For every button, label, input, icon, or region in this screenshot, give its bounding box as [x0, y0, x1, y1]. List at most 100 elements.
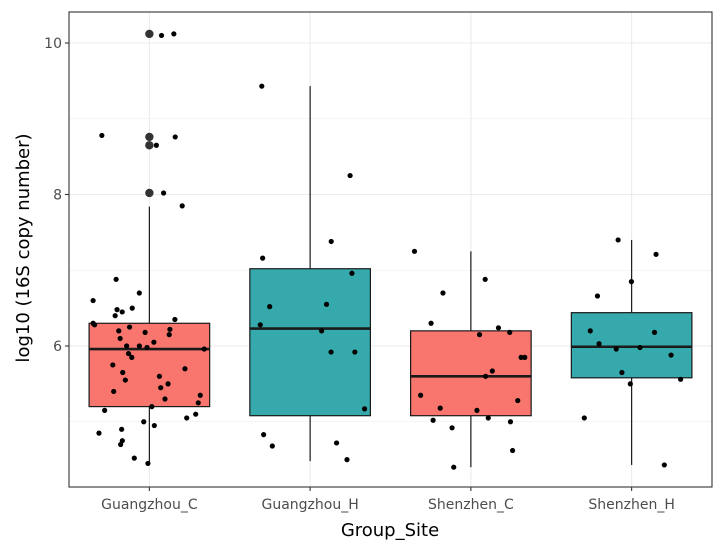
x-tick-label: Guangzhou_C	[101, 497, 198, 513]
data-point	[102, 407, 108, 413]
data-point	[328, 238, 334, 245]
x-axis-ticks: Guangzhou_C Guangzhou_H Shenzhen_C Shenzhen…	[101, 487, 675, 513]
data-point	[124, 343, 130, 349]
data-point	[259, 83, 265, 89]
data-point	[587, 328, 593, 334]
data-point	[509, 447, 516, 454]
y-tick-label: 10	[44, 36, 62, 52]
box-Guangzhou_H	[249, 268, 372, 417]
data-point	[489, 368, 495, 374]
data-point	[678, 376, 684, 382]
data-point	[117, 335, 123, 342]
data-point	[179, 203, 185, 209]
data-point	[507, 419, 514, 425]
data-point	[193, 411, 199, 417]
x-axis-title: Group_Site	[341, 520, 439, 541]
data-point	[594, 293, 601, 299]
box-Guangzhou_C	[88, 322, 211, 408]
y-tick-label: 8	[53, 188, 62, 204]
data-point	[172, 316, 178, 323]
outlier-point	[145, 132, 154, 142]
data-point	[119, 309, 125, 315]
data-point	[418, 392, 424, 398]
data-point	[581, 415, 587, 421]
data-point	[91, 322, 98, 328]
data-point	[129, 305, 135, 311]
data-point	[267, 304, 273, 310]
data-point	[485, 415, 491, 421]
data-point	[333, 440, 340, 446]
data-point	[112, 313, 118, 319]
data-point	[158, 32, 165, 39]
data-point	[131, 455, 137, 461]
data-point	[153, 142, 159, 148]
y-axis-ticks: 6 8 10	[44, 36, 69, 355]
data-point	[141, 419, 147, 425]
data-point	[172, 134, 178, 140]
data-point	[668, 352, 674, 358]
data-point	[118, 441, 124, 448]
data-point	[411, 248, 418, 254]
data-point	[116, 328, 122, 334]
data-point	[619, 369, 625, 376]
data-point	[96, 430, 102, 436]
points-layer	[90, 31, 684, 470]
data-point	[328, 349, 334, 355]
data-point	[352, 349, 358, 355]
data-point	[167, 326, 173, 332]
data-point	[125, 350, 132, 357]
data-point	[111, 388, 117, 395]
data-point	[114, 307, 120, 313]
panel-background	[69, 12, 712, 487]
data-point	[260, 255, 266, 261]
data-point	[158, 385, 164, 391]
panel-border	[68, 11, 713, 488]
data-point	[627, 381, 633, 387]
data-point	[151, 422, 157, 429]
data-point	[613, 346, 619, 352]
y-axis-title: log10 (16S copy number)	[13, 133, 34, 362]
y-tick-label: 6	[53, 339, 62, 355]
data-point	[165, 381, 171, 387]
data-point	[482, 276, 488, 282]
data-point	[323, 301, 330, 307]
data-point	[136, 343, 142, 349]
data-point	[136, 290, 142, 296]
data-point	[518, 354, 524, 360]
data-point	[142, 329, 148, 335]
data-point	[361, 406, 368, 412]
data-point	[162, 396, 168, 402]
data-point	[615, 237, 621, 243]
data-point	[126, 324, 133, 330]
box-Shenzhen_C	[409, 330, 532, 417]
data-point	[257, 322, 263, 328]
data-point	[653, 251, 659, 257]
data-point	[156, 373, 163, 379]
data-point	[144, 344, 150, 351]
data-point	[474, 407, 480, 413]
data-point	[628, 279, 635, 285]
data-point	[184, 415, 190, 421]
data-point	[637, 344, 643, 351]
data-point	[160, 190, 167, 196]
data-point	[349, 270, 355, 276]
data-point	[197, 392, 203, 398]
data-point	[318, 328, 325, 334]
data-point	[347, 172, 353, 179]
data-point	[119, 426, 125, 432]
data-point	[269, 443, 275, 449]
outlier-point	[145, 141, 154, 150]
data-point	[483, 373, 489, 379]
data-point	[437, 405, 443, 411]
data-point	[99, 132, 105, 139]
data-point	[344, 457, 350, 463]
data-point	[495, 325, 502, 331]
data-point	[476, 332, 483, 338]
x-tick-label: Shenzhen_C	[428, 497, 514, 513]
data-point	[171, 31, 177, 37]
data-point	[430, 417, 436, 423]
data-point	[428, 320, 434, 326]
data-point	[451, 464, 457, 470]
outlier-point	[145, 188, 154, 198]
data-point	[515, 397, 521, 404]
